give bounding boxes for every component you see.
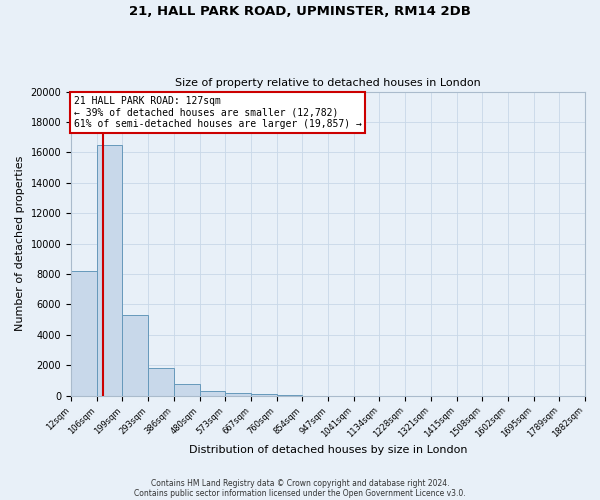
Bar: [277, 395, 302, 396]
Bar: [122, 315, 148, 396]
Bar: [200, 391, 225, 396]
Bar: [71, 271, 97, 396]
Bar: [148, 368, 174, 396]
Y-axis label: Number of detached properties: Number of detached properties: [15, 156, 25, 332]
Bar: [97, 145, 122, 396]
Title: Size of property relative to detached houses in London: Size of property relative to detached ho…: [175, 78, 481, 88]
Text: 21 HALL PARK ROAD: 127sqm
← 39% of detached houses are smaller (12,782)
61% of s: 21 HALL PARK ROAD: 127sqm ← 39% of detac…: [74, 96, 361, 130]
Text: 21, HALL PARK ROAD, UPMINSTER, RM14 2DB: 21, HALL PARK ROAD, UPMINSTER, RM14 2DB: [129, 5, 471, 18]
Bar: [225, 394, 251, 396]
Bar: [174, 384, 200, 396]
Text: Contains public sector information licensed under the Open Government Licence v3: Contains public sector information licen…: [134, 488, 466, 498]
Text: Contains HM Land Registry data © Crown copyright and database right 2024.: Contains HM Land Registry data © Crown c…: [151, 478, 449, 488]
Bar: [251, 394, 277, 396]
X-axis label: Distribution of detached houses by size in London: Distribution of detached houses by size …: [189, 445, 467, 455]
